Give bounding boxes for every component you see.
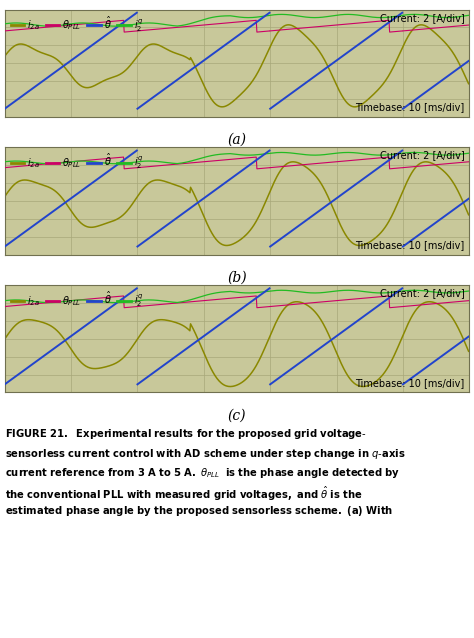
Text: (a): (a): [228, 133, 246, 147]
Legend: $i_{2a}$, $\theta_{PLL}$, $\hat{\theta}$, $i_2^q$: $i_{2a}$, $\theta_{PLL}$, $\hat{\theta}$…: [9, 289, 145, 310]
Legend: $i_{2a}$, $\theta_{PLL}$, $\hat{\theta}$, $i_2^q$: $i_{2a}$, $\theta_{PLL}$, $\hat{\theta}$…: [9, 13, 145, 34]
Text: $\mathbf{sensorless\ current\ control\ with\ AD\ scheme\ under\ step\ change\ in: $\mathbf{sensorless\ current\ control\ w…: [5, 447, 405, 461]
Text: Timebase: 10 [ms/div]: Timebase: 10 [ms/div]: [356, 103, 465, 112]
Text: Current: 2 [A/div]: Current: 2 [A/div]: [380, 151, 465, 161]
Text: Current: 2 [A/div]: Current: 2 [A/div]: [380, 13, 465, 23]
Text: $\mathbf{estimated\ phase\ angle\ by\ the\ proposed\ sensorless\ scheme.\ (a)\ W: $\mathbf{estimated\ phase\ angle\ by\ th…: [5, 504, 393, 518]
Text: (c): (c): [228, 408, 246, 422]
Text: Current: 2 [A/div]: Current: 2 [A/div]: [380, 288, 465, 299]
Text: $\mathbf{the\ conventional\ PLL\ with\ measured\ grid\ voltages,\ and}$$\ \hat{\: $\mathbf{the\ conventional\ PLL\ with\ m…: [5, 485, 363, 503]
Legend: $i_{2a}$, $\theta_{PLL}$, $\hat{\theta}$, $i_2^q$: $i_{2a}$, $\theta_{PLL}$, $\hat{\theta}$…: [9, 151, 145, 172]
Text: (b): (b): [227, 271, 247, 285]
Text: Timebase: 10 [ms/div]: Timebase: 10 [ms/div]: [356, 378, 465, 388]
Text: $\mathbf{FIGURE\ 21.}$$\mathbf{\ \ Experimental\ results\ for\ the\ proposed\ gr: $\mathbf{FIGURE\ 21.}$$\mathbf{\ \ Exper…: [5, 427, 367, 441]
Text: Timebase: 10 [ms/div]: Timebase: 10 [ms/div]: [356, 241, 465, 250]
Text: $\mathbf{current\ reference\ from\ 3\ A\ to\ 5\ A.}$$\ \theta_{PLL}\ \ \mathbf{i: $\mathbf{current\ reference\ from\ 3\ A\…: [5, 466, 400, 480]
